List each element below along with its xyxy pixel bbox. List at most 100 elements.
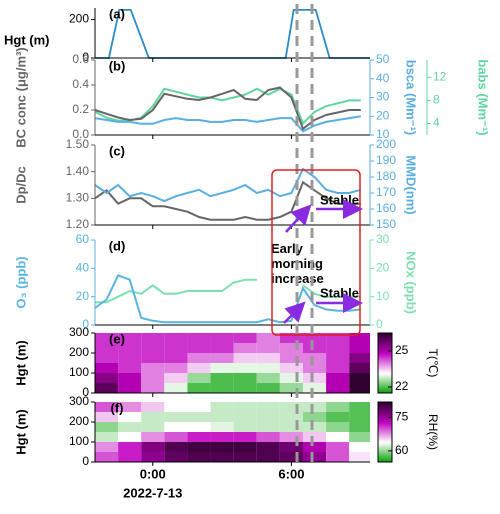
- heat-cell: [233, 412, 257, 422]
- colorbar-segment: [378, 458, 392, 461]
- colorbar-segment: [378, 373, 392, 376]
- heat-cell: [210, 363, 234, 373]
- y-tick-label: 200: [69, 345, 89, 359]
- heat-cell: [95, 442, 119, 452]
- data-line: [94, 86, 361, 131]
- y3-axis-label: babs (Mm⁻¹): [476, 59, 491, 135]
- heat-cell: [326, 452, 350, 462]
- heat-cell: [95, 432, 119, 442]
- y2-tick-label: 30: [376, 90, 390, 104]
- heat-cell: [187, 343, 211, 353]
- heat-cell: [164, 412, 188, 422]
- y-tick-label: 0: [82, 50, 89, 64]
- y-axis-label: Dp/Dc: [13, 166, 28, 204]
- colorbar-segment: [378, 412, 392, 415]
- heat-cell: [256, 353, 280, 363]
- heat-cell: [349, 442, 370, 452]
- heat-cell: [95, 402, 119, 412]
- heat-cell: [187, 353, 211, 363]
- heat-cell: [118, 333, 142, 343]
- heat-cell: [279, 442, 303, 452]
- y-axis-label: Hgt (m): [4, 32, 50, 47]
- y-tick-label: 60: [76, 232, 90, 246]
- heat-cell: [279, 343, 303, 353]
- heat-cell: [349, 373, 370, 383]
- heat-cell: [210, 412, 234, 422]
- y2-tick-label: 20: [376, 108, 390, 122]
- colorbar-segment: [378, 416, 392, 419]
- heat-cell: [141, 383, 165, 393]
- colorbar-segment: [378, 361, 392, 364]
- colorbar-segment: [378, 438, 392, 441]
- colorbar-segment: [378, 460, 392, 463]
- annotation: Stable: [320, 192, 359, 207]
- colorbar-segment: [378, 414, 392, 417]
- heat-cell: [256, 412, 280, 422]
- colorbar-segment: [378, 402, 392, 405]
- heat-cell: [233, 363, 257, 373]
- data-line: [94, 274, 361, 324]
- heat-cell: [164, 363, 188, 373]
- colorbar-segment: [378, 436, 392, 439]
- heat-cell: [187, 383, 211, 393]
- y-tick-label: 40: [76, 261, 90, 275]
- heat-cell: [279, 452, 303, 462]
- heat-cell: [210, 353, 234, 363]
- panel-label: (c): [109, 143, 125, 158]
- heat-cell: [302, 333, 327, 343]
- y2-tick-label: 30: [376, 232, 390, 246]
- colorbar-segment: [378, 426, 392, 429]
- arrow: [285, 204, 312, 233]
- heat-cell: [326, 442, 350, 452]
- heat-cell: [326, 373, 350, 383]
- heat-cell: [118, 402, 142, 412]
- data-line: [94, 180, 361, 221]
- heat-cell: [326, 333, 350, 343]
- y-axis-label: O₃ (ppb): [13, 256, 28, 308]
- heat-cell: [164, 343, 188, 353]
- y-tick-label: 200: [69, 414, 89, 428]
- heat-cell: [141, 353, 165, 363]
- heat-cell: [349, 343, 370, 353]
- heat-cell: [210, 452, 234, 462]
- colorbar-segment: [378, 351, 392, 354]
- heat-cell: [233, 383, 257, 393]
- heat-cell: [349, 402, 370, 412]
- highlight-box: [271, 169, 361, 336]
- heat-cell: [187, 363, 211, 373]
- heat-cell: [302, 412, 327, 422]
- colorbar-segment: [378, 406, 392, 409]
- heat-cell: [233, 452, 257, 462]
- heat-cell: [302, 383, 327, 393]
- heat-cell: [326, 412, 350, 422]
- heat-cell: [233, 343, 257, 353]
- heat-cell: [233, 432, 257, 442]
- colorbar-segment: [378, 359, 392, 362]
- heat-cell: [141, 343, 165, 353]
- heat-cell: [326, 432, 350, 442]
- annotation: Stable: [320, 285, 359, 300]
- heat-cell: [141, 333, 165, 343]
- y2-tick-label: 160: [376, 201, 396, 215]
- colorbar-segment: [378, 408, 392, 411]
- heat-cell: [95, 353, 119, 363]
- heat-cell: [256, 452, 280, 462]
- heat-cell: [187, 333, 211, 343]
- panel-label: (a): [109, 6, 125, 21]
- y-tick-label: 300: [69, 394, 89, 408]
- heat-cell: [187, 452, 211, 462]
- heat-cell: [233, 422, 257, 432]
- heat-cell: [187, 442, 211, 452]
- colorbar-tick-label: 75: [395, 410, 409, 424]
- heat-cell: [187, 373, 211, 383]
- y-tick-label: 1.40: [66, 164, 90, 178]
- heat-cell: [279, 353, 303, 363]
- heat-cell: [95, 373, 119, 383]
- colorbar-segment: [378, 367, 392, 370]
- colorbar-segment: [378, 333, 392, 336]
- heat-cell: [279, 402, 303, 412]
- y2-tick-label: 0: [376, 317, 383, 331]
- colorbar-segment: [378, 422, 392, 425]
- heat-cell: [302, 363, 327, 373]
- heat-cell: [95, 383, 119, 393]
